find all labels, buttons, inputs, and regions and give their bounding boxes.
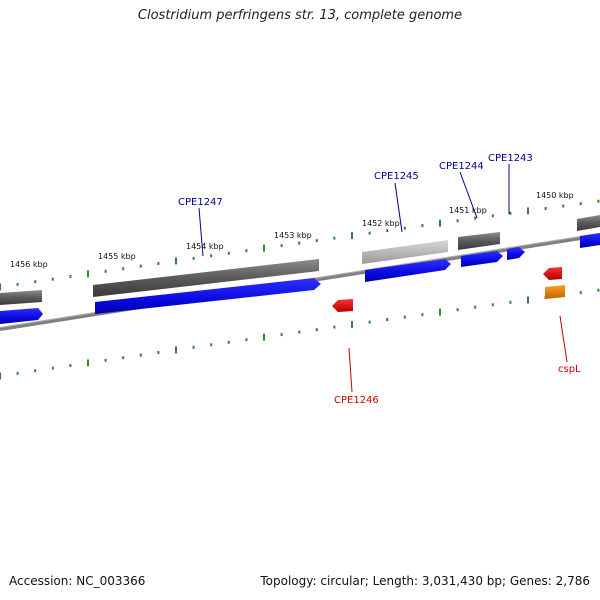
forward-gene-arrow[interactable] [365,259,451,282]
kbp-label-1454: 1454 kbp [186,242,224,251]
cds-bar [577,215,600,231]
reverse-gene-arrow[interactable] [332,299,353,312]
leader-line [559,315,568,363]
kbp-label-1451: 1451 kbp [449,206,487,215]
label-leaders [198,164,568,393]
kbp-label-1453: 1453 kbp [274,231,312,240]
leader-line [348,347,353,393]
upper-tick-ruler [0,199,600,291]
cds-bar [0,290,42,305]
lower-tick-ruler [0,288,600,380]
forward-gene-arrow[interactable] [95,278,321,314]
orange-gene-box[interactable] [545,285,565,299]
reverse-gene-track [332,267,565,312]
forward-gene-arrow[interactable] [0,308,43,324]
gene-label-CPE1243[interactable]: CPE1243 [488,153,533,164]
reverse-gene-arrow[interactable] [543,267,562,280]
kbp-label-1456: 1456 kbp [10,260,48,269]
forward-gene-arrow[interactable] [580,233,600,248]
cds-bar-light [362,240,448,264]
forward-gene-arrow[interactable] [507,247,525,260]
accession-text: Accession: NC_003366 [9,574,146,588]
leader-line [394,182,403,233]
gene-label-cspL[interactable]: cspL [558,364,581,375]
kbp-label-1452: 1452 kbp [362,219,400,228]
map-title: Clostridium perfringens str. 13, complet… [137,8,463,23]
gene-label-CPE1246[interactable]: CPE1246 [334,395,379,406]
forward-gene-track [0,233,600,324]
cds-bar [458,232,500,250]
forward-gene-arrow[interactable] [461,251,503,267]
genome-summary-text: Topology: circular; Length: 3,031,430 bp… [260,574,590,588]
leader-line [459,171,478,219]
gene-label-CPE1245[interactable]: CPE1245 [374,171,419,182]
kbp-label-1450: 1450 kbp [536,191,574,200]
leader-line [198,207,204,257]
gene-label-CPE1244[interactable]: CPE1244 [439,161,484,172]
cds-bar [93,259,319,297]
gene-label-CPE1247[interactable]: CPE1247 [178,197,223,208]
cds-track [0,215,600,305]
kbp-label-1455: 1455 kbp [98,252,136,261]
